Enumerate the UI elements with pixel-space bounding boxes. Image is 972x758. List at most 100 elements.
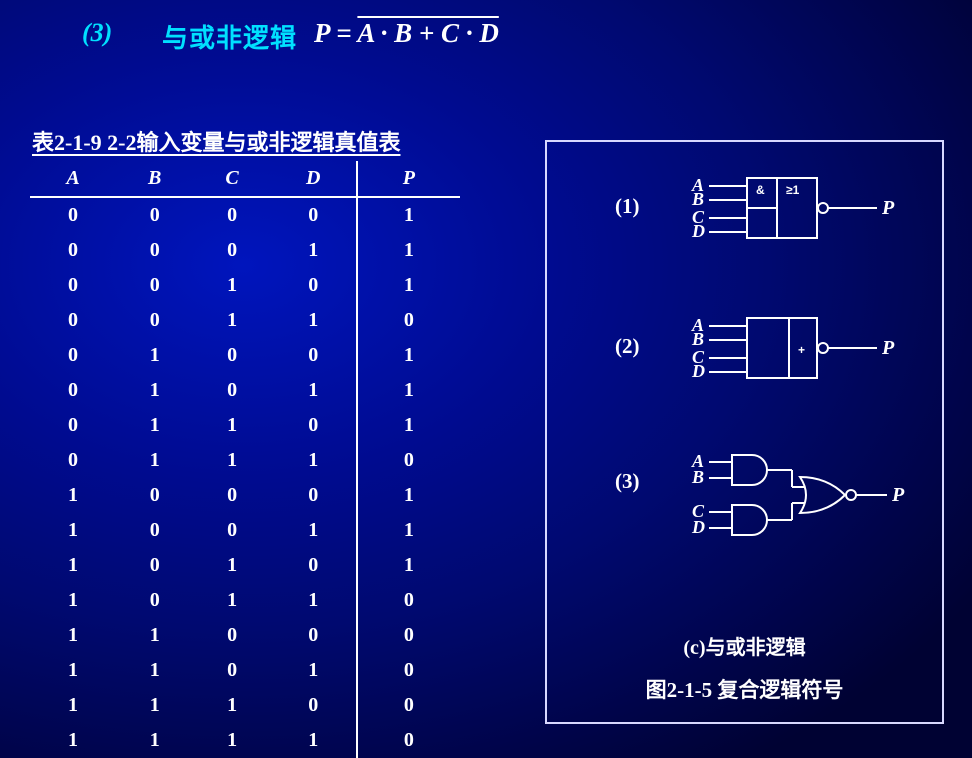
truth-table: ABCDP 0000100011001010011001001010110110… <box>30 161 460 758</box>
truth-table-cell: 0 <box>193 197 270 233</box>
svg-text:P: P <box>891 484 905 506</box>
truth-table-cell: 1 <box>271 233 357 268</box>
truth-table-cell: 1 <box>30 653 116 688</box>
truth-table-row: 00101 <box>30 268 460 303</box>
svg-text:D: D <box>691 221 705 241</box>
truth-table-cell: 0 <box>357 653 460 688</box>
truth-table-header-cell: B <box>116 161 193 197</box>
truth-table-cell: 1 <box>271 653 357 688</box>
truth-table-cell: 1 <box>193 408 270 443</box>
truth-table-cell: 0 <box>116 268 193 303</box>
truth-table-cell: 1 <box>116 688 193 723</box>
truth-table-cell: 1 <box>271 443 357 478</box>
truth-table-row: 00001 <box>30 197 460 233</box>
truth-table-cell: 0 <box>271 688 357 723</box>
svg-text:&: & <box>756 183 765 197</box>
truth-table-cell: 1 <box>271 723 357 758</box>
truth-table-cell: 0 <box>30 373 116 408</box>
truth-table-row: 10001 <box>30 478 460 513</box>
truth-table-row: 11010 <box>30 653 460 688</box>
truth-table-cell: 1 <box>271 373 357 408</box>
truth-table-cell: 1 <box>271 303 357 338</box>
truth-table-cell: 1 <box>271 583 357 618</box>
truth-table-cell: 0 <box>193 373 270 408</box>
truth-table-cell: 1 <box>116 408 193 443</box>
truth-table-cell: 0 <box>30 443 116 478</box>
truth-table-cell: 1 <box>193 583 270 618</box>
truth-table-row: 10011 <box>30 513 460 548</box>
truth-table-cell: 0 <box>116 303 193 338</box>
truth-table-row: 01001 <box>30 338 460 373</box>
truth-table-cell: 0 <box>30 408 116 443</box>
truth-table-header-cell: A <box>30 161 116 197</box>
truth-table-cell: 0 <box>271 197 357 233</box>
truth-table-cell: 1 <box>30 583 116 618</box>
truth-table-cell: 1 <box>193 303 270 338</box>
truth-table-cell: 1 <box>116 373 193 408</box>
truth-table-cell: 1 <box>357 373 460 408</box>
truth-table-header-cell: D <box>271 161 357 197</box>
svg-text:B: B <box>691 467 704 487</box>
truth-table-cell: 1 <box>357 233 460 268</box>
truth-table-cell: 1 <box>357 513 460 548</box>
truth-table-cell: 0 <box>271 618 357 653</box>
truth-table-cell: 1 <box>116 338 193 373</box>
truth-table-cell: 1 <box>193 548 270 583</box>
truth-table-cell: 0 <box>30 233 116 268</box>
truth-table-cell: 0 <box>116 513 193 548</box>
truth-table-cell: 0 <box>271 548 357 583</box>
truth-table-cell: 0 <box>357 303 460 338</box>
truth-table-row: 10110 <box>30 583 460 618</box>
symbol-svg-iec: ABCD&≥1P <box>677 172 927 252</box>
truth-table-cell: 0 <box>357 723 460 758</box>
eq-rhs-overline: A · B + C · D <box>357 18 498 48</box>
truth-table-section: 表2-1-9 2-2输入变量与或非逻辑真值表 ABCDP 00001000110… <box>30 125 490 758</box>
svg-text:≥1: ≥1 <box>786 183 800 197</box>
truth-table-cell: 0 <box>271 408 357 443</box>
svg-text:B: B <box>691 329 704 349</box>
truth-table-cell: 1 <box>357 408 460 443</box>
truth-table-row: 01101 <box>30 408 460 443</box>
truth-table-cell: 1 <box>357 197 460 233</box>
truth-table-cell: 1 <box>357 338 460 373</box>
truth-table-cell: 0 <box>30 268 116 303</box>
truth-table-cell: 0 <box>271 478 357 513</box>
svg-text:P: P <box>881 197 895 219</box>
symbol-caption: (c)与或非逻辑 <box>547 631 942 660</box>
truth-table-cell: 0 <box>30 197 116 233</box>
eq-sign: = <box>336 18 357 48</box>
truth-table-row: 00110 <box>30 303 460 338</box>
truth-table-row: 11110 <box>30 723 460 758</box>
truth-table-cell: 0 <box>193 478 270 513</box>
truth-table-cell: 1 <box>116 723 193 758</box>
truth-table-cell: 1 <box>357 548 460 583</box>
truth-table-row: 10101 <box>30 548 460 583</box>
truth-table-cell: 0 <box>116 583 193 618</box>
truth-table-cell: 0 <box>193 233 270 268</box>
header-number: (3) <box>82 18 112 48</box>
truth-table-row: 01110 <box>30 443 460 478</box>
truth-table-cell: 1 <box>30 548 116 583</box>
truth-table-cell: 1 <box>30 618 116 653</box>
truth-table-cell: 1 <box>30 688 116 723</box>
truth-table-cell: 1 <box>357 478 460 513</box>
truth-table-cell: 0 <box>357 618 460 653</box>
truth-table-cell: 1 <box>193 268 270 303</box>
truth-table-header-cell: C <box>193 161 270 197</box>
truth-table-cell: 1 <box>116 618 193 653</box>
truth-table-row: 11000 <box>30 618 460 653</box>
symbol-figure-title: 图2-1-5 复合逻辑符号 <box>547 674 942 704</box>
eq-lhs: P <box>314 18 330 48</box>
symbol-num-1: (1) <box>615 194 640 219</box>
truth-table-cell: 0 <box>193 513 270 548</box>
truth-table-cell: 0 <box>116 478 193 513</box>
svg-text:D: D <box>691 361 705 381</box>
truth-table-cell: 0 <box>357 688 460 723</box>
truth-table-cell: 0 <box>30 303 116 338</box>
truth-table-cell: 1 <box>116 653 193 688</box>
truth-table-row: 01011 <box>30 373 460 408</box>
svg-text:B: B <box>691 189 704 209</box>
truth-table-cell: 1 <box>116 443 193 478</box>
truth-table-cell: 0 <box>357 583 460 618</box>
truth-table-cell: 1 <box>30 513 116 548</box>
